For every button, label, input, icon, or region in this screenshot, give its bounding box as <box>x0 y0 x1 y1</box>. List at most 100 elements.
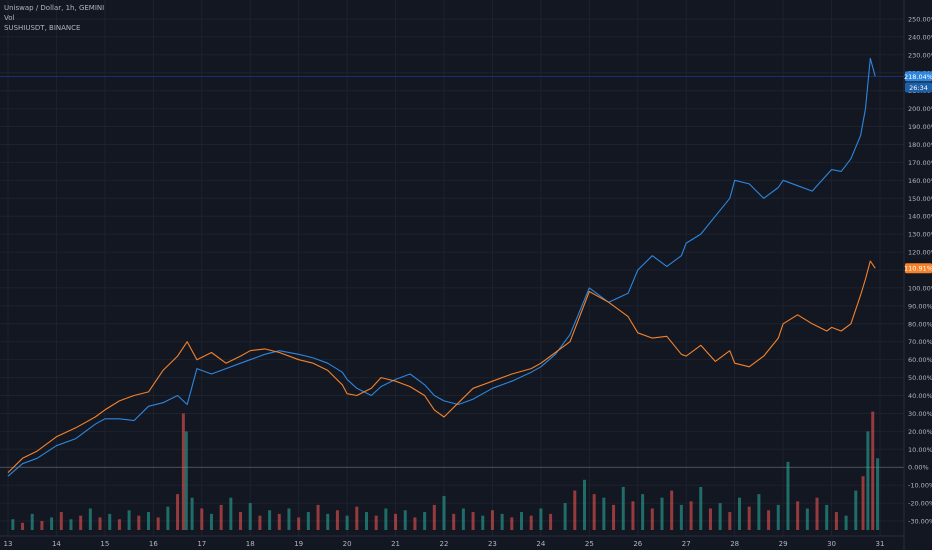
sushi-price-tag: 110.91% <box>904 265 932 273</box>
y-tick-label: 40.00% <box>908 392 932 400</box>
volume-bar <box>277 513 281 530</box>
legend-compare-symbol[interactable]: SUSHIUSDT, BINANCE <box>4 24 81 32</box>
volume-bar <box>184 431 188 530</box>
volume-bar <box>268 510 272 530</box>
x-tick-label: 30 <box>827 540 836 548</box>
volume-bar <box>219 504 223 530</box>
x-tick-label: 13 <box>4 540 13 548</box>
volume-bar <box>181 413 185 530</box>
volume-bar <box>621 486 625 530</box>
series-line-uni[interactable] <box>7 57 876 477</box>
volume-bar <box>326 513 330 530</box>
x-tick-label: 23 <box>488 540 497 548</box>
volume-bar <box>876 458 880 530</box>
volume-bar <box>156 517 160 530</box>
volume-bar <box>88 508 92 530</box>
x-tick-label: 27 <box>682 540 691 548</box>
legend-symbol[interactable]: Uniswap / Dollar, 1h, GEMINI <box>4 4 105 12</box>
volume-bar <box>776 504 780 530</box>
x-tick-label: 20 <box>343 540 352 548</box>
volume-bar <box>660 497 664 530</box>
volume-bar <box>335 510 339 530</box>
volume-bar <box>452 513 456 530</box>
volume-bar <box>815 497 819 530</box>
legend-volume[interactable]: Vol <box>4 14 15 22</box>
y-tick-label: 180.00% <box>908 141 932 149</box>
volume-bar <box>21 522 25 530</box>
volume-bar <box>239 512 243 530</box>
x-tick-label: 29 <box>779 540 788 548</box>
y-tick-label: 240.00% <box>908 33 932 41</box>
volume-bar <box>490 510 494 530</box>
y-tick-label: 250.00% <box>908 15 932 23</box>
volume-bar <box>573 490 577 530</box>
volume-bar <box>423 512 427 530</box>
volume-bar <box>306 512 310 530</box>
volume-bar <box>137 515 141 530</box>
volume-bar <box>108 513 112 530</box>
volume-bars <box>11 411 880 530</box>
volume-bar <box>127 510 131 530</box>
volume-bar <box>767 510 771 530</box>
sushi-price-tag-bg <box>905 263 932 274</box>
volume-bar <box>834 512 838 530</box>
y-tick-label: 100.00% <box>908 284 932 292</box>
volume-bar <box>413 517 417 530</box>
volume-bar <box>345 515 349 530</box>
volume-bar <box>738 497 742 530</box>
volume-bar <box>786 461 790 530</box>
y-tick-label: 60.00% <box>908 356 932 364</box>
y-tick-label: 170.00% <box>908 159 932 167</box>
x-tick-label: 14 <box>52 540 61 548</box>
volume-bar <box>166 506 170 530</box>
volume-bar <box>287 508 291 530</box>
volume-bar <box>200 508 204 530</box>
volume-bar <box>708 508 712 530</box>
volume-bar <box>582 479 586 530</box>
y-tick-label: 90.00% <box>908 302 932 310</box>
volume-bar <box>871 411 875 530</box>
x-tick-label: 28 <box>730 540 739 548</box>
uni-price-tag-bg <box>905 71 932 82</box>
y-tick-label: 230.00% <box>908 51 932 59</box>
volume-bar <box>796 501 800 530</box>
volume-bar <box>689 501 693 530</box>
y-tick-label: 50.00% <box>908 374 932 382</box>
y-tick-label: 190.00% <box>908 123 932 131</box>
volume-bar <box>297 517 301 530</box>
volume-bar <box>612 504 616 530</box>
volume-bar <box>258 515 262 530</box>
volume-bar <box>79 515 83 530</box>
volume-bar <box>549 513 553 530</box>
volume-bar <box>50 517 54 530</box>
series-line-sushi[interactable] <box>7 260 876 473</box>
y-tick-label: -10.00% <box>908 482 932 490</box>
price-tags: 218.04% 26:34 110.91% <box>904 71 932 274</box>
y-tick-label: 130.00% <box>908 231 932 239</box>
x-axis: 13 14 15 16 17 18 19 20 21 22 23 24 25 26 27 28 29 30 31 <box>0 535 904 548</box>
x-tick-label: 25 <box>585 540 594 548</box>
volume-bar <box>641 494 645 530</box>
volume-bar <box>844 515 848 530</box>
volume-bar <box>374 515 378 530</box>
volume-bar <box>471 512 475 530</box>
volume-bar <box>520 512 524 530</box>
y-tick-label: 70.00% <box>908 338 932 346</box>
x-tick-label: 24 <box>536 540 545 548</box>
uni-countdown-tag: 26:34 <box>909 84 928 92</box>
volume-bar <box>699 486 703 530</box>
volume-bar <box>500 513 504 530</box>
y-tick-label: 120.00% <box>908 249 932 257</box>
volume-bar <box>394 513 398 530</box>
volume-bar <box>59 512 63 530</box>
volume-bar <box>602 497 606 530</box>
volume-bar <box>825 504 829 530</box>
volume-bar <box>146 512 150 530</box>
x-tick-label: 21 <box>391 540 400 548</box>
series-lines <box>7 57 876 477</box>
volume-bar <box>384 508 388 530</box>
volume-bar <box>861 476 865 530</box>
x-tick-label: 16 <box>149 540 158 548</box>
